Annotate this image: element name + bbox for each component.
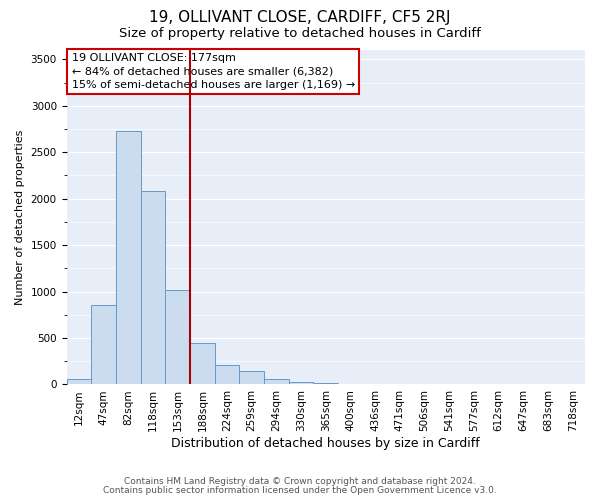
Bar <box>264 380 289 384</box>
Text: 19, OLLIVANT CLOSE, CARDIFF, CF5 2RJ: 19, OLLIVANT CLOSE, CARDIFF, CF5 2RJ <box>149 10 451 25</box>
Text: Contains HM Land Registry data © Crown copyright and database right 2024.: Contains HM Land Registry data © Crown c… <box>124 477 476 486</box>
Bar <box>91 306 116 384</box>
Text: Contains public sector information licensed under the Open Government Licence v3: Contains public sector information licen… <box>103 486 497 495</box>
Bar <box>289 382 313 384</box>
Bar <box>215 366 239 384</box>
Bar <box>239 371 264 384</box>
Bar <box>190 342 215 384</box>
Text: 19 OLLIVANT CLOSE: 177sqm
← 84% of detached houses are smaller (6,382)
15% of se: 19 OLLIVANT CLOSE: 177sqm ← 84% of detac… <box>72 54 355 90</box>
Bar <box>140 191 165 384</box>
Bar <box>165 290 190 384</box>
Y-axis label: Number of detached properties: Number of detached properties <box>15 130 25 305</box>
Bar <box>116 131 140 384</box>
Bar <box>313 382 338 384</box>
X-axis label: Distribution of detached houses by size in Cardiff: Distribution of detached houses by size … <box>172 437 480 450</box>
Bar <box>67 380 91 384</box>
Text: Size of property relative to detached houses in Cardiff: Size of property relative to detached ho… <box>119 28 481 40</box>
